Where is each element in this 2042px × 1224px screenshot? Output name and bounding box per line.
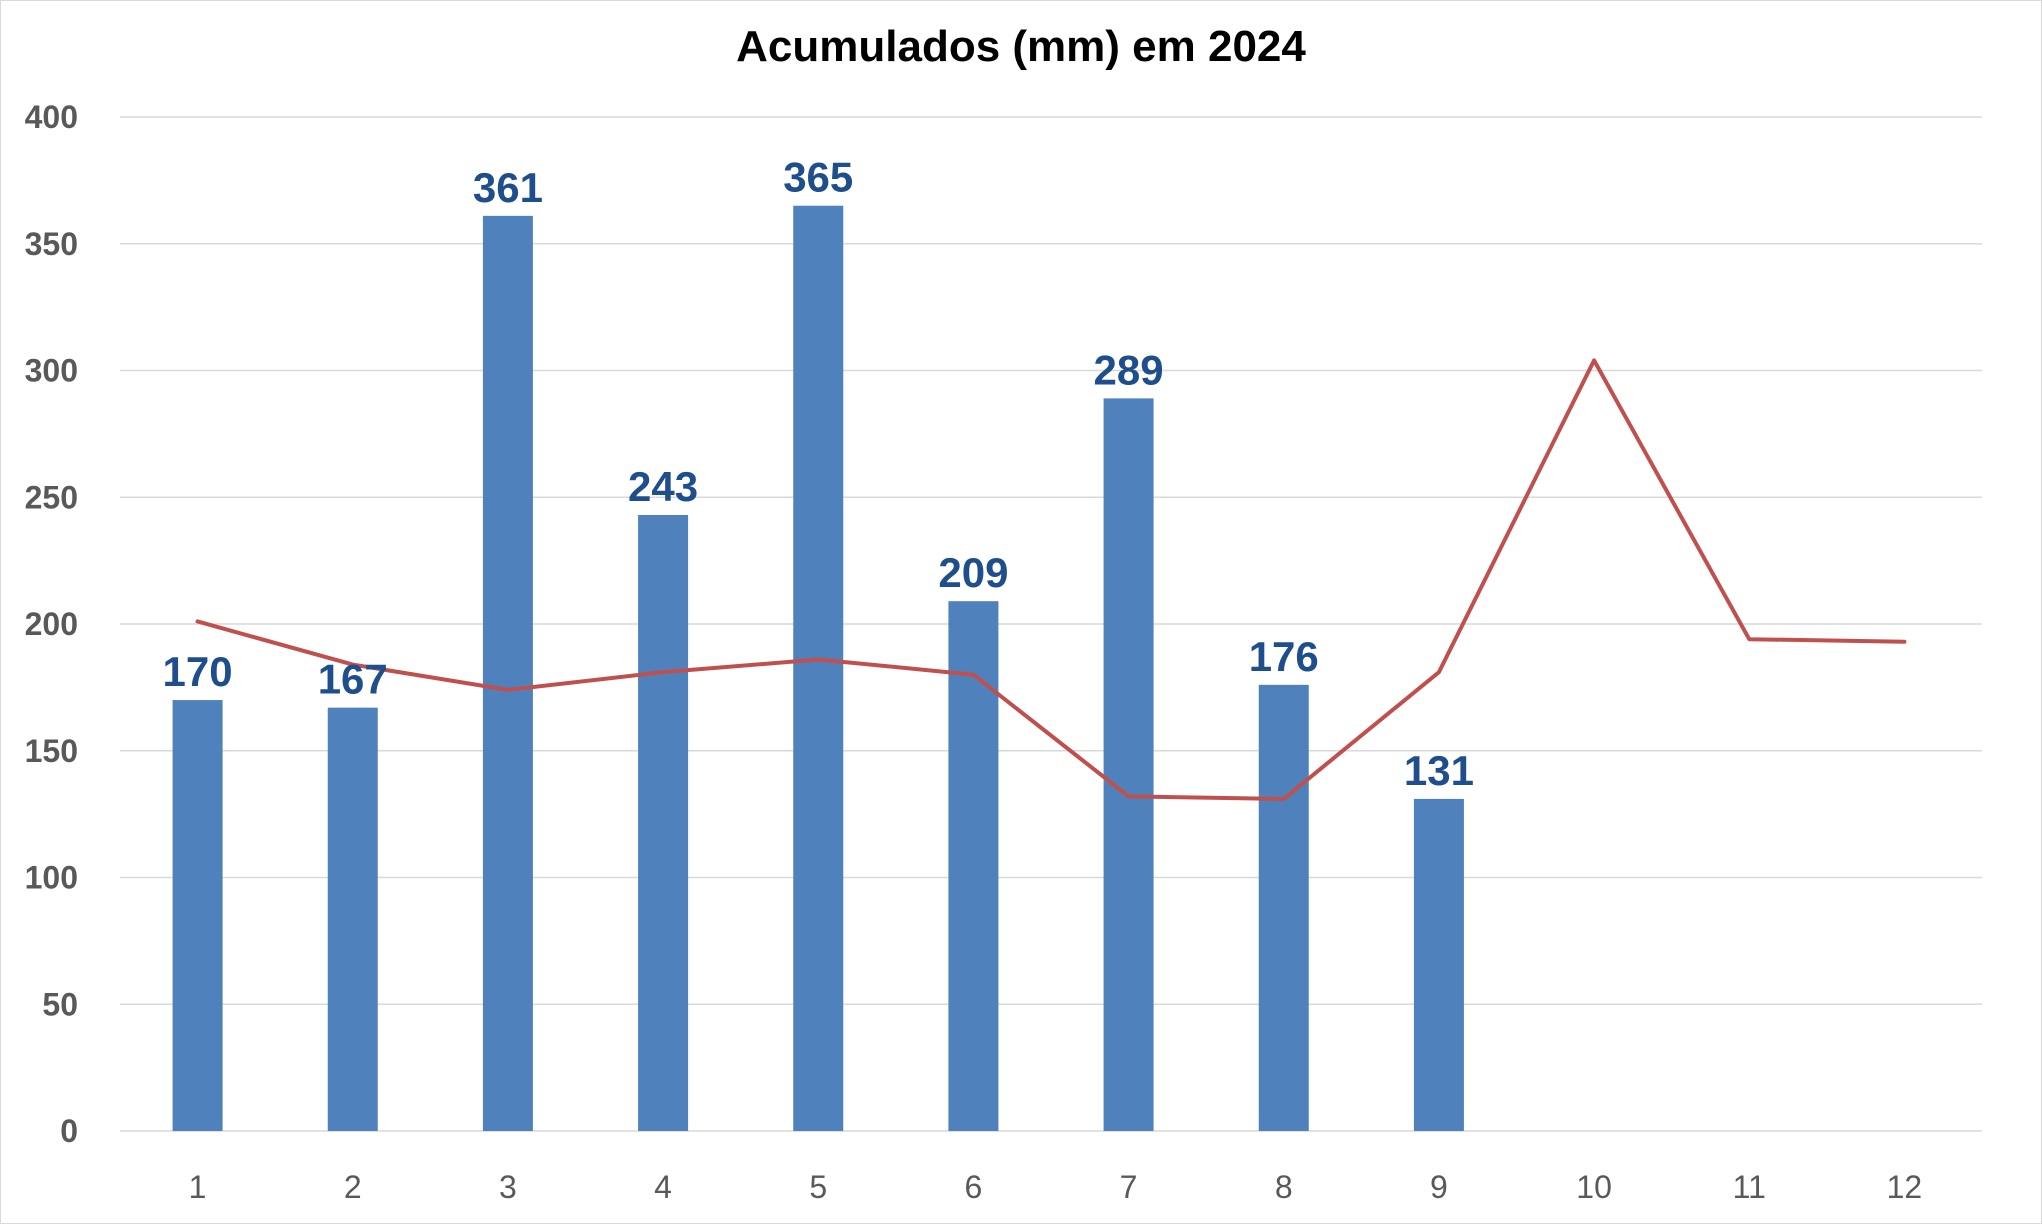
data-labels: 170 167 361 243 365 209 289 176 131 (163, 154, 1474, 794)
y-tick-label: 350 (25, 226, 78, 262)
data-label: 131 (1404, 747, 1474, 794)
bar (793, 205, 844, 1132)
data-label: 176 (1249, 633, 1319, 680)
bar-series (172, 205, 1464, 1132)
data-label: 167 (318, 656, 388, 703)
data-label: 361 (473, 164, 543, 211)
y-axis: 0 50 100 150 200 250 300 350 400 (25, 99, 78, 1149)
bar (638, 514, 689, 1131)
chart-title: Acumulados (mm) em 2024 (736, 22, 1306, 71)
x-axis: 1 2 3 4 5 6 7 8 9 10 11 12 (189, 1169, 1923, 1205)
x-tick-label: 1 (189, 1169, 207, 1205)
data-label: 209 (938, 549, 1008, 596)
x-tick-label: 12 (1887, 1169, 1923, 1205)
x-tick-label: 6 (965, 1169, 983, 1205)
bar (482, 215, 533, 1132)
x-tick-label: 5 (809, 1169, 827, 1205)
x-tick-label: 7 (1120, 1169, 1138, 1205)
bar (172, 700, 223, 1131)
x-tick-label: 3 (499, 1169, 517, 1205)
line-series (195, 358, 1907, 801)
bar (1413, 798, 1464, 1131)
data-label: 365 (783, 154, 853, 201)
line-series-path (195, 358, 1907, 801)
data-label: 170 (163, 648, 233, 695)
y-tick-label: 200 (25, 606, 78, 642)
x-tick-label: 4 (654, 1169, 672, 1205)
x-tick-label: 10 (1576, 1169, 1612, 1205)
x-tick-label: 11 (1733, 1169, 1766, 1205)
bar (1258, 684, 1309, 1131)
bar (327, 707, 378, 1131)
data-label: 243 (628, 463, 698, 510)
y-tick-label: 0 (60, 1113, 78, 1149)
data-label: 289 (1094, 346, 1164, 393)
y-tick-label: 150 (25, 733, 78, 769)
y-tick-label: 100 (25, 860, 78, 896)
y-tick-label: 250 (25, 479, 78, 515)
x-tick-label: 9 (1430, 1169, 1448, 1205)
gridlines (120, 116, 1982, 1132)
bar (1103, 398, 1154, 1131)
y-tick-label: 300 (25, 353, 78, 389)
bar (948, 601, 999, 1131)
x-tick-label: 2 (344, 1169, 362, 1205)
y-tick-label: 400 (25, 99, 78, 135)
y-tick-label: 50 (42, 986, 78, 1022)
x-tick-label: 8 (1275, 1169, 1293, 1205)
